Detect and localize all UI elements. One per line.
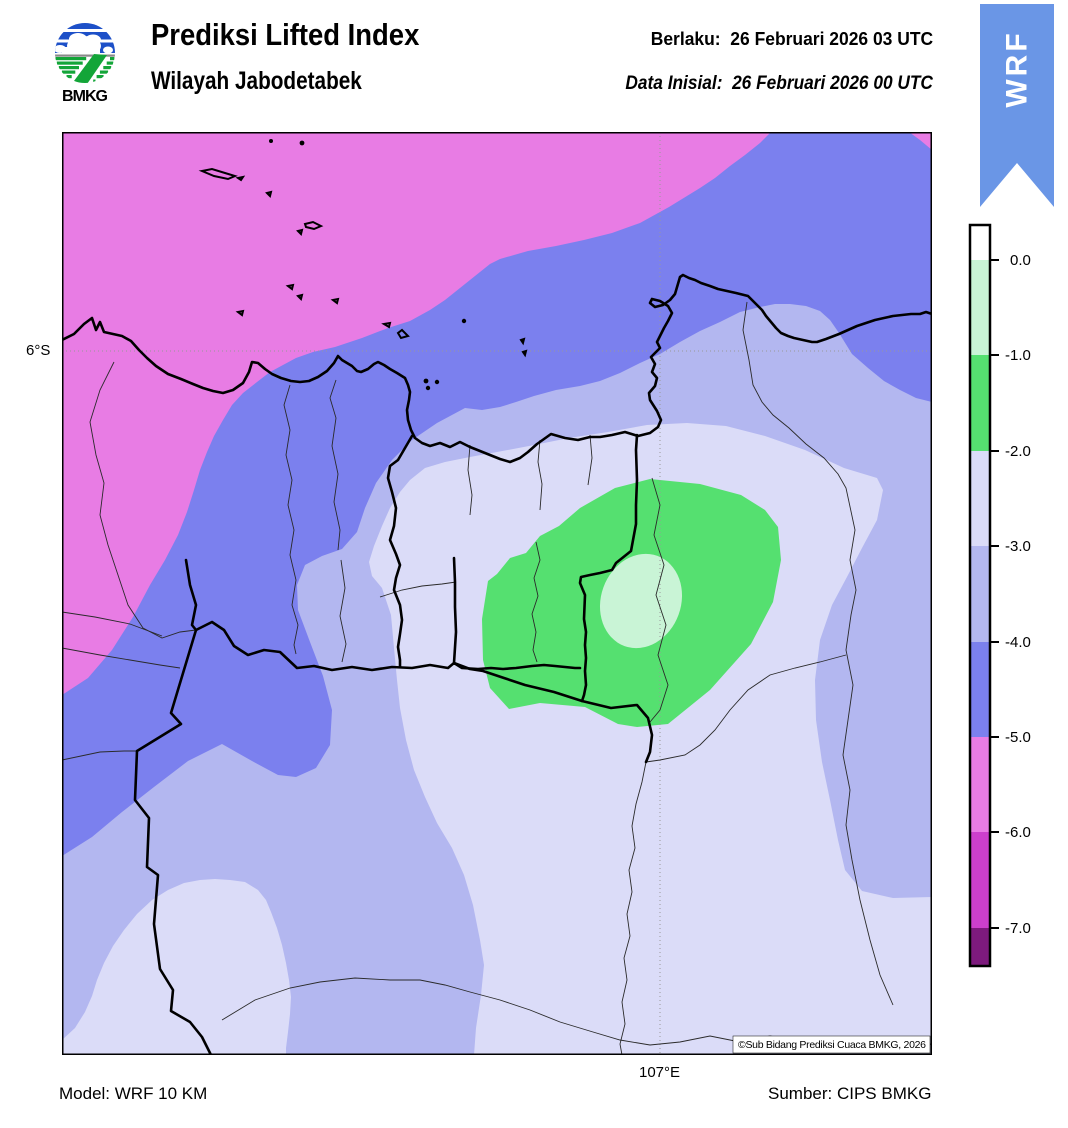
svg-text:-5.0: -5.0 xyxy=(1005,729,1031,746)
svg-text:-2.0: -2.0 xyxy=(1005,443,1031,460)
svg-text:-4.0: -4.0 xyxy=(1005,634,1031,651)
svg-text:0.0: 0.0 xyxy=(1010,252,1031,269)
svg-text:WRF: WRF xyxy=(1001,30,1034,107)
svg-text:-7.0: -7.0 xyxy=(1005,920,1031,937)
svg-text:-6.0: -6.0 xyxy=(1005,824,1031,841)
svg-text:-3.0: -3.0 xyxy=(1005,538,1031,555)
svg-text:©Sub Bidang Prediksi Cuaca BMK: ©Sub Bidang Prediksi Cuaca BMKG, 2026 xyxy=(738,1039,926,1051)
svg-text:-1.0: -1.0 xyxy=(1005,347,1031,364)
svg-text:BMKG: BMKG xyxy=(62,88,108,105)
